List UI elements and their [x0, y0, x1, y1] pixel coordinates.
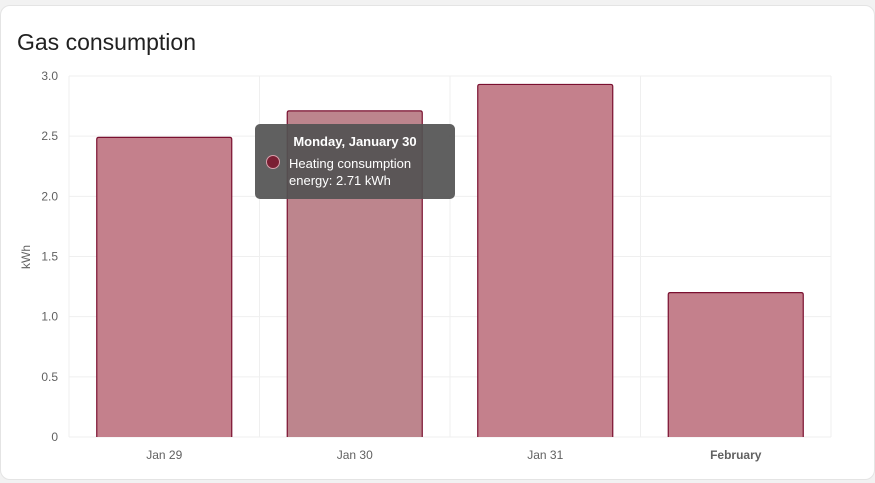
y-tick-label: 2.5: [41, 129, 58, 143]
x-tick-label: Jan 29: [146, 448, 182, 462]
tooltip-body: Heating consumption energy: 2.71 kWh: [289, 155, 449, 189]
y-tick-label: 3.0: [41, 69, 58, 83]
bar-jan-31[interactable]: [477, 83, 614, 437]
y-tick-label: 1.5: [41, 250, 58, 264]
chart-tooltip: Monday, January 30 Heating consumption e…: [255, 124, 455, 199]
y-tick-label: 1.0: [41, 310, 58, 324]
y-axis-label: kWh: [19, 245, 33, 269]
tooltip-title: Monday, January 30: [293, 134, 417, 149]
y-tick-label: 0: [51, 430, 58, 444]
x-tick-label: February: [710, 448, 762, 462]
x-tick-label: Jan 30: [337, 448, 373, 462]
y-tick-label: 0.5: [41, 370, 58, 384]
tooltip-series-label: Heating consumption: [289, 156, 412, 171]
tooltip-series-swatch: [266, 155, 280, 169]
x-tick-label: Jan 31: [527, 448, 563, 462]
bar-february[interactable]: [667, 292, 804, 437]
tooltip-value: energy: 2.71 kWh: [289, 173, 391, 188]
y-tick-label: 2.0: [41, 189, 58, 203]
bar-jan-29[interactable]: [96, 136, 233, 437]
x-axis-ticks: Jan 29 Jan 30 Jan 31 February: [146, 448, 762, 462]
y-axis-ticks: 0 0.5 1.0 1.5 2.0 2.5 3.0: [41, 69, 58, 444]
card-title: Gas consumption: [17, 29, 196, 55]
